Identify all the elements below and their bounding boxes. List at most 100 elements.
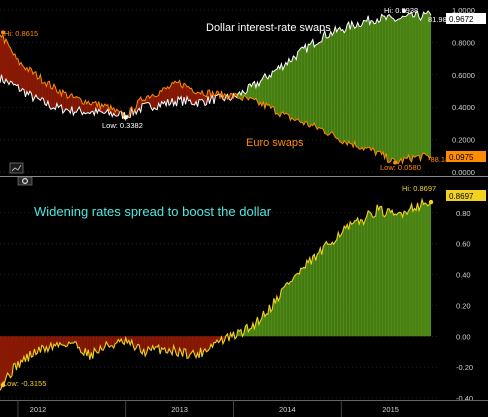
spread-fill-segment xyxy=(214,336,216,343)
spread-fill-segment xyxy=(2,336,5,383)
spread-last-value: 0.8697 xyxy=(449,192,474,201)
top-fill-segment xyxy=(65,92,68,110)
spread-fill-segment xyxy=(13,336,15,365)
spread-fill-segment xyxy=(134,336,137,351)
top-fill-segment xyxy=(252,81,255,100)
spread-fill-segment xyxy=(351,223,354,337)
spread-fill-segment xyxy=(160,336,162,355)
top-fill-segment xyxy=(404,16,406,159)
top-fill-segment xyxy=(155,96,158,110)
spread-fill-segment xyxy=(161,336,164,350)
top-fill-segment xyxy=(182,83,185,106)
spread-hi-marker xyxy=(428,199,434,205)
euro-pct-annotation: -88.18% xyxy=(428,155,456,164)
top-fill-segment xyxy=(17,58,20,92)
x-tick-label: 2013 xyxy=(171,405,188,414)
top-fill-segment xyxy=(16,58,18,86)
spread-hi-annotation: Hi: 0.8697 xyxy=(402,184,436,193)
spread-fill-segment xyxy=(115,336,117,344)
spread-fill-segment xyxy=(278,297,280,337)
chart-toggle-icon[interactable] xyxy=(9,162,24,174)
top-fill-segment xyxy=(372,21,375,150)
spread-fill-segment xyxy=(389,208,391,337)
top-fill-segment xyxy=(335,26,337,139)
top-fill-segment xyxy=(309,42,312,128)
top-fill-segment xyxy=(248,83,250,100)
top-fill-segment xyxy=(300,47,303,123)
spread-fill-segment xyxy=(245,324,247,337)
top-fill-segment xyxy=(257,82,259,106)
spread-low-annotation: Low: -0.3155 xyxy=(3,379,46,388)
top-fill-segment xyxy=(14,53,17,86)
spread-fill-segment xyxy=(56,336,59,347)
spread-fill-segment xyxy=(182,336,185,357)
spread-fill-segment xyxy=(354,220,357,337)
spread-fill-segment xyxy=(187,336,189,359)
top-fill-segment xyxy=(267,75,270,106)
top-fill-segment xyxy=(371,20,373,151)
top-fill-segment xyxy=(32,72,35,101)
spread-fill-segment xyxy=(429,202,432,337)
spread-fill-segment xyxy=(163,336,165,350)
spread-fill-segment xyxy=(375,204,378,337)
bottom-y-tick-label: -0.20 xyxy=(456,363,473,372)
spread-fill-segment xyxy=(396,213,399,337)
spread-fill-segment xyxy=(169,336,171,352)
top-fill-segment xyxy=(76,96,78,113)
spread-fill-segment xyxy=(318,247,321,337)
top-fill-segment xyxy=(28,67,30,95)
spread-fill-segment xyxy=(363,219,366,337)
spread-fill-segment xyxy=(428,204,430,337)
spread-fill-segment xyxy=(330,242,333,337)
spread-fill-segment xyxy=(101,336,104,351)
top-fill-segment xyxy=(344,30,346,143)
euro-low-early-marker xyxy=(123,115,128,120)
spread-fill-segment xyxy=(176,336,179,357)
top-fill-segment xyxy=(11,51,14,85)
spread-fill-segment xyxy=(365,216,367,337)
top-fill-segment xyxy=(74,96,77,113)
top-fill-segment xyxy=(270,71,273,109)
top-fill-segment xyxy=(392,17,394,159)
top-y-tick-label: 0.6000 xyxy=(452,71,475,80)
spread-fill-segment xyxy=(309,257,312,337)
top-fill-segment xyxy=(169,86,171,106)
euro-low-early-annotation: Low: 0.3382 xyxy=(102,121,143,130)
top-fill-segment xyxy=(273,69,276,115)
spread-fill-segment xyxy=(357,217,360,337)
spread-fill-segment xyxy=(392,210,394,337)
top-fill-segment xyxy=(333,26,336,138)
top-fill-segment xyxy=(402,16,405,163)
spread-fill-segment xyxy=(342,226,345,337)
top-fill-segment xyxy=(188,86,191,101)
top-fill-segment xyxy=(152,94,155,111)
spread-fill-segment xyxy=(145,336,147,356)
spread-fill-segment xyxy=(23,336,26,362)
top-fill-segment xyxy=(104,104,107,114)
top-fill-segment xyxy=(363,20,366,151)
spread-fill-segment xyxy=(7,336,9,375)
spread-fill-segment xyxy=(64,336,66,347)
top-fill-segment xyxy=(302,47,304,125)
gear-icon[interactable] xyxy=(17,176,33,186)
top-fill-segment xyxy=(390,16,393,162)
spread-fill-segment xyxy=(209,336,212,349)
top-fill-segment xyxy=(284,62,286,115)
top-fill-segment xyxy=(399,17,402,162)
top-panel: 0.0000 0.2000 0.4000 0.6000 0.8000 1.0000 xyxy=(0,6,475,177)
spread-last-value-box: 0.8697 xyxy=(446,190,486,201)
euro-hi-marker xyxy=(1,30,5,35)
spread-fill-segment xyxy=(284,283,286,337)
spread-fill-segment xyxy=(206,336,209,352)
spread-fill-segment xyxy=(4,336,6,383)
spread-fill-segment xyxy=(411,204,414,337)
top-fill-segment xyxy=(62,90,65,114)
top-fill-segment xyxy=(291,55,294,120)
euro-low-annotation: Low: 0.0580 xyxy=(380,163,421,172)
top-fill-segment xyxy=(53,84,56,110)
top-fill-segment xyxy=(341,29,343,144)
top-fill-segment xyxy=(31,68,33,101)
spread-fill-segment xyxy=(410,204,412,337)
top-fill-segment xyxy=(269,75,271,109)
